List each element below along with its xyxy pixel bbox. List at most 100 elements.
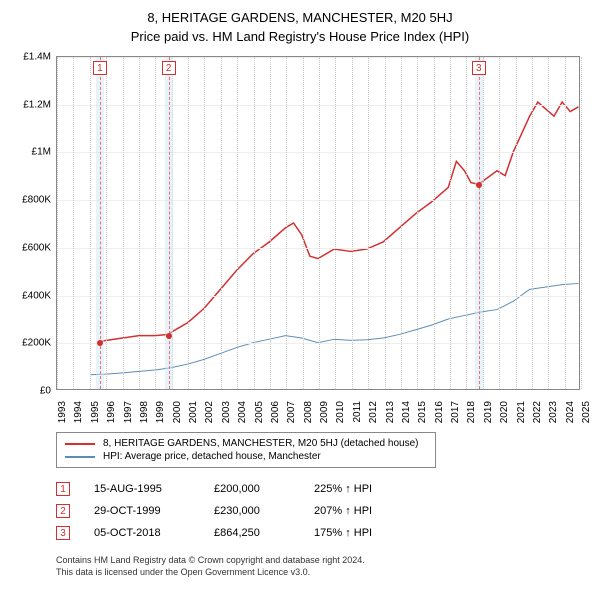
legend-label: 8, HERITAGE GARDENS, MANCHESTER, M20 5HJ…: [103, 438, 427, 449]
grid-line-h: [57, 200, 579, 201]
x-tick-label: 2004: [237, 401, 248, 431]
grid-line-v: [434, 57, 435, 389]
grid-line-v: [303, 57, 304, 389]
y-tick-label: £0: [3, 386, 51, 397]
grid-line-v: [139, 57, 140, 389]
x-tick-label: 2005: [254, 401, 265, 431]
x-tick-label: 2017: [450, 401, 461, 431]
grid-line-h: [57, 152, 579, 153]
y-tick-label: £1.4M: [3, 52, 51, 63]
x-tick-label: 2006: [270, 401, 281, 431]
sale-marker-dashed-line: [479, 57, 480, 389]
grid-line-v: [270, 57, 271, 389]
grid-line-v: [188, 57, 189, 389]
grid-line-v: [155, 57, 156, 389]
sale-marker-num-box: 2: [162, 61, 176, 75]
x-tick-label: 1996: [106, 401, 117, 431]
x-tick-label: 2008: [303, 401, 314, 431]
x-tick-label: 2024: [565, 401, 576, 431]
marker-date: 29-OCT-1999: [94, 505, 214, 517]
x-tick-label: 2000: [172, 401, 183, 431]
legend-box: 8, HERITAGE GARDENS, MANCHESTER, M20 5HJ…: [56, 432, 436, 468]
legend-row: 8, HERITAGE GARDENS, MANCHESTER, M20 5HJ…: [65, 437, 427, 450]
chart-plot-area: £0£200K£400K£600K£800K£1M£1.2M£1.4M19931…: [56, 56, 580, 390]
x-tick-label: 1999: [155, 401, 166, 431]
marker-pct: 175% ↑ HPI: [314, 527, 414, 539]
x-tick-label: 2018: [466, 401, 477, 431]
grid-line-v: [581, 57, 582, 389]
marker-pct: 225% ↑ HPI: [314, 483, 414, 495]
sale-marker-dot: [476, 182, 482, 188]
marker-price: £200,000: [214, 483, 314, 495]
grid-line-h: [57, 296, 579, 297]
x-tick-label: 2014: [401, 401, 412, 431]
x-tick-label: 1995: [90, 401, 101, 431]
x-tick-label: 1998: [139, 401, 150, 431]
footer-line-1: Contains HM Land Registry data © Crown c…: [56, 555, 365, 567]
y-tick-label: £1M: [3, 147, 51, 158]
grid-line-v: [548, 57, 549, 389]
grid-line-v: [532, 57, 533, 389]
grid-line-v: [499, 57, 500, 389]
legend-row: HPI: Average price, detached house, Manc…: [65, 450, 427, 463]
grid-line-v: [516, 57, 517, 389]
grid-line-v: [401, 57, 402, 389]
marker-num-box: 1: [56, 482, 70, 496]
x-tick-label: 2003: [221, 401, 232, 431]
markers-table: 1 15-AUG-1995 £200,000 225% ↑ HPI 2 29-O…: [56, 478, 414, 544]
legend-swatch: [65, 443, 95, 445]
marker-price: £230,000: [214, 505, 314, 517]
title-line-2: Price paid vs. HM Land Registry's House …: [0, 25, 600, 44]
y-tick-label: £600K: [3, 242, 51, 253]
x-tick-label: 2023: [548, 401, 559, 431]
chart-lines-svg: [57, 57, 579, 389]
grid-line-v: [352, 57, 353, 389]
x-tick-label: 2011: [352, 401, 363, 431]
grid-line-v: [385, 57, 386, 389]
grid-line-v: [450, 57, 451, 389]
x-tick-label: 2007: [286, 401, 297, 431]
x-tick-label: 1997: [123, 401, 134, 431]
grid-line-v: [368, 57, 369, 389]
grid-line-h: [57, 105, 579, 106]
x-tick-label: 1993: [57, 401, 68, 431]
x-tick-label: 2022: [532, 401, 543, 431]
marker-num-box: 3: [56, 526, 70, 540]
x-tick-label: 2019: [483, 401, 494, 431]
grid-line-h: [57, 343, 579, 344]
marker-date: 15-AUG-1995: [94, 483, 214, 495]
footer-line-2: This data is licensed under the Open Gov…: [56, 567, 365, 579]
grid-line-v: [319, 57, 320, 389]
y-tick-label: £200K: [3, 338, 51, 349]
sale-marker-dot: [97, 340, 103, 346]
grid-line-v: [565, 57, 566, 389]
sale-marker-num-box: 1: [93, 61, 107, 75]
sale-marker-dot: [166, 333, 172, 339]
y-tick-label: £400K: [3, 290, 51, 301]
sale-marker-num-box: 3: [472, 61, 486, 75]
marker-row: 3 05-OCT-2018 £864,250 175% ↑ HPI: [56, 522, 414, 544]
footer: Contains HM Land Registry data © Crown c…: [56, 555, 365, 578]
grid-line-v: [286, 57, 287, 389]
title-line-1: 8, HERITAGE GARDENS, MANCHESTER, M20 5HJ: [0, 0, 600, 25]
grid-line-h: [57, 248, 579, 249]
grid-line-v: [73, 57, 74, 389]
x-tick-label: 1994: [73, 401, 84, 431]
x-tick-label: 2012: [368, 401, 379, 431]
grid-line-v: [90, 57, 91, 389]
marker-row: 1 15-AUG-1995 £200,000 225% ↑ HPI: [56, 478, 414, 500]
x-tick-label: 2013: [385, 401, 396, 431]
grid-line-v: [254, 57, 255, 389]
grid-line-v: [57, 57, 58, 389]
marker-price: £864,250: [214, 527, 314, 539]
x-tick-label: 2020: [499, 401, 510, 431]
grid-line-h: [57, 57, 579, 58]
grid-line-v: [483, 57, 484, 389]
grid-line-v: [237, 57, 238, 389]
grid-line-v: [335, 57, 336, 389]
y-tick-label: £800K: [3, 195, 51, 206]
grid-line-v: [221, 57, 222, 389]
y-tick-label: £1.2M: [3, 99, 51, 110]
grid-line-v: [417, 57, 418, 389]
sale-marker-dashed-line: [100, 57, 101, 389]
